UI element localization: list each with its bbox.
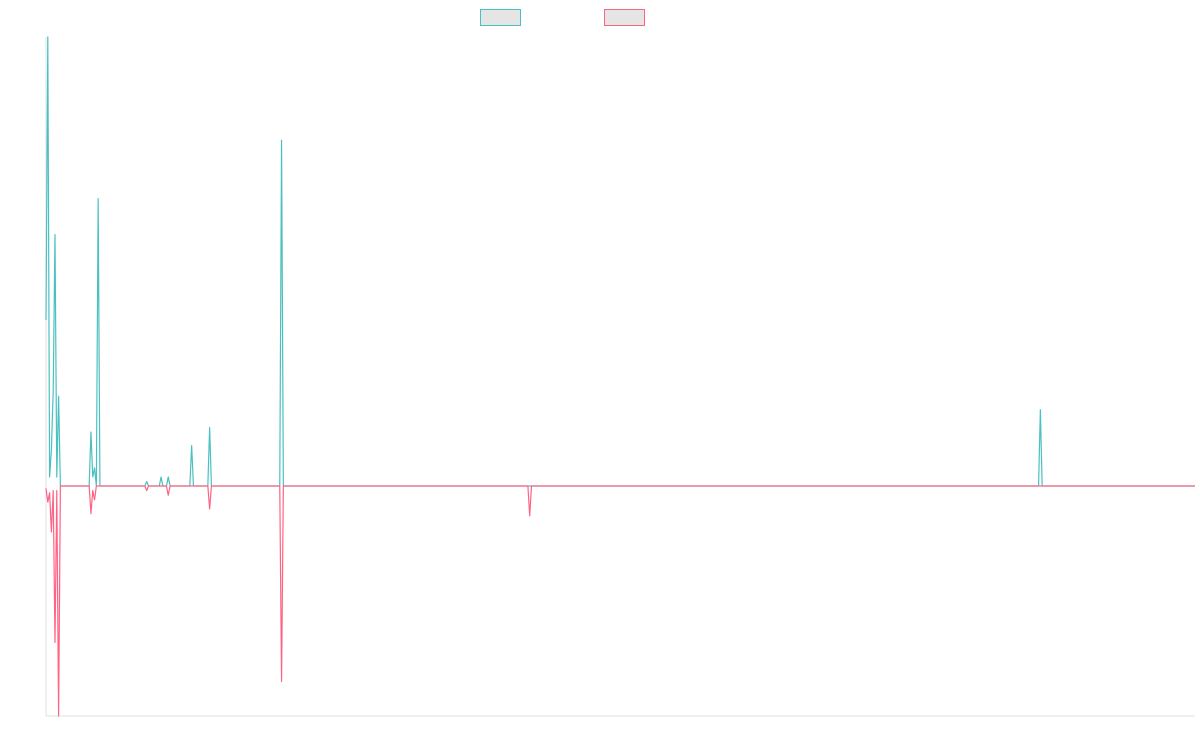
series-line-2 bbox=[45, 485, 1195, 717]
series-line-1 bbox=[45, 36, 1195, 487]
legend-swatch-1 bbox=[480, 9, 521, 26]
legend-swatch-2 bbox=[604, 9, 645, 26]
